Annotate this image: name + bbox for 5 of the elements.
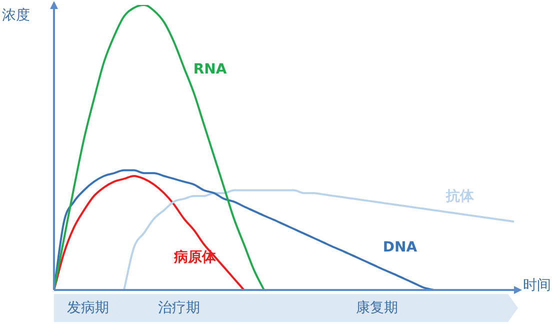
x-axis-title: 时间 bbox=[523, 278, 551, 294]
y-axis-title: 浓度 bbox=[2, 8, 30, 24]
series-label: 抗体 bbox=[445, 188, 475, 205]
series-label: DNA bbox=[382, 240, 418, 256]
series-label: RNA bbox=[193, 62, 227, 78]
